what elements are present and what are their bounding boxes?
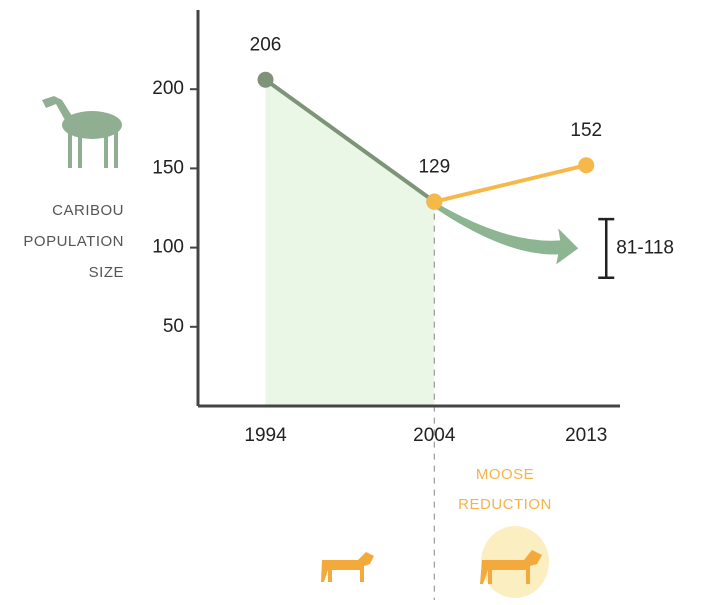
annotation: REDUCTION xyxy=(458,496,552,513)
projection-arrow xyxy=(434,201,579,265)
y-tick-label: 50 xyxy=(163,316,184,337)
y-axis-label: POPULATION xyxy=(23,233,124,250)
y-tick-label: 100 xyxy=(152,237,184,258)
y-tick-label: 150 xyxy=(152,157,184,178)
x-tick-label: 2004 xyxy=(413,425,456,446)
line xyxy=(433,163,587,204)
x-tick-label: 1994 xyxy=(244,425,287,446)
y-axis-label: SIZE xyxy=(89,264,124,281)
y-axis-label: CARIBOU xyxy=(52,202,124,219)
line xyxy=(264,78,436,204)
point xyxy=(257,71,274,88)
data-label: 206 xyxy=(250,35,282,56)
area xyxy=(265,79,435,407)
point xyxy=(578,157,595,174)
annotation: MOOSE xyxy=(476,466,534,483)
x-tick-label: 2013 xyxy=(565,425,607,446)
data-label: 129 xyxy=(418,157,450,178)
point xyxy=(426,193,443,210)
caribou-icon xyxy=(42,96,122,168)
moose-icon xyxy=(321,550,542,584)
y-tick-label: 200 xyxy=(152,78,184,99)
data-label: 152 xyxy=(570,120,602,141)
range-label: 81-118 xyxy=(616,237,674,258)
